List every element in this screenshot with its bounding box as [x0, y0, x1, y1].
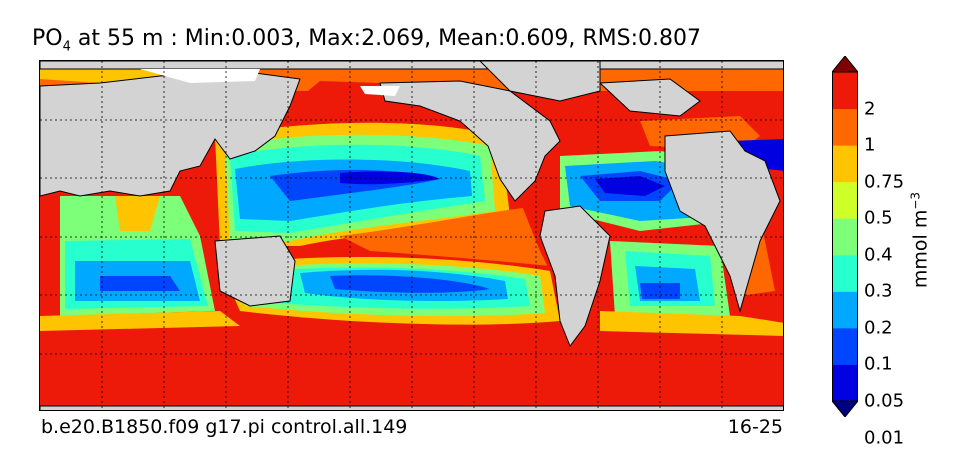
- colorbar-tick-label: 0.5: [864, 207, 893, 229]
- indian-gyre: [100, 276, 180, 291]
- colorbar-bin: [832, 145, 858, 183]
- subantarctic-front: [40, 311, 240, 331]
- colorbar-tick-label: 0.3: [864, 280, 893, 302]
- colorbar-unit-label: mmol m−3: [908, 192, 931, 288]
- arabian-sea-yellow: [115, 196, 160, 231]
- colorbar-tick-label: 0.2: [864, 317, 893, 339]
- ocean-map: [39, 60, 784, 411]
- colorbar-tick-label: 0.4: [864, 244, 893, 266]
- equatorial-upwelling: [340, 206, 550, 266]
- sea-ice: [140, 69, 260, 83]
- north-america-land: [379, 80, 561, 202]
- colorbar-bin: [832, 181, 858, 219]
- colorbar-tick-label: 0.1: [864, 353, 893, 375]
- colorbar-extend-low: [832, 400, 858, 417]
- title-species-subscript: 4: [62, 39, 71, 55]
- africa-land: [664, 130, 781, 313]
- colorbar-bin: [832, 327, 858, 365]
- canadian-archipelago-land: [479, 61, 601, 102]
- colorbar-tick-label: 0.05: [864, 390, 905, 412]
- atlantic-subantarctic: [600, 311, 783, 336]
- colorbar-bin: [832, 291, 858, 329]
- lat-lon-grid: [40, 61, 783, 410]
- colorbar-bin: [832, 72, 858, 110]
- bering-red-patch: [290, 81, 385, 121]
- unit-exponent: −3: [908, 191, 923, 210]
- colorbar-tick-label: 2: [864, 98, 876, 120]
- greenland-land: [598, 78, 701, 117]
- australia-land: [214, 235, 296, 307]
- year-range-label: 16-25: [727, 416, 783, 438]
- south-pacific-gyre: [330, 275, 490, 293]
- colorbar-segments: [832, 56, 858, 417]
- sea-ice-bering: [360, 86, 400, 96]
- colorbar-bin: [832, 364, 858, 402]
- south-america-land: [539, 205, 611, 348]
- title-stats: at 55 m : Min:0.003, Max:2.069, Mean:0.6…: [70, 26, 702, 51]
- colorbar-bin: [832, 218, 858, 256]
- map-canvas: [40, 61, 783, 410]
- colorbar-extend-high: [832, 56, 858, 73]
- colorbar-tick-label: 0.01: [864, 427, 905, 449]
- colorbar-ticks: 2 1 0.75 0.5 0.4 0.3 0.2 0.1 0.05 0.01: [864, 0, 924, 466]
- colorbar-frame: [832, 71, 858, 402]
- colorbar: [832, 56, 858, 417]
- colorbar-bin: [832, 254, 858, 292]
- colorbar-tick-label: 0.75: [864, 171, 905, 193]
- title-species: PO: [32, 26, 63, 51]
- colorbar-bin: [832, 108, 858, 146]
- sargasso-core: [595, 176, 665, 196]
- run-name-label: b.e20.B1850.f09 g17.pi control.all.149: [41, 416, 408, 438]
- plot-title: PO4 at 55 m : Min:0.003, Max:2.069, Mean…: [32, 26, 701, 54]
- unit-base: mmol m: [909, 209, 932, 289]
- colorbar-tick-label: 1: [864, 134, 876, 156]
